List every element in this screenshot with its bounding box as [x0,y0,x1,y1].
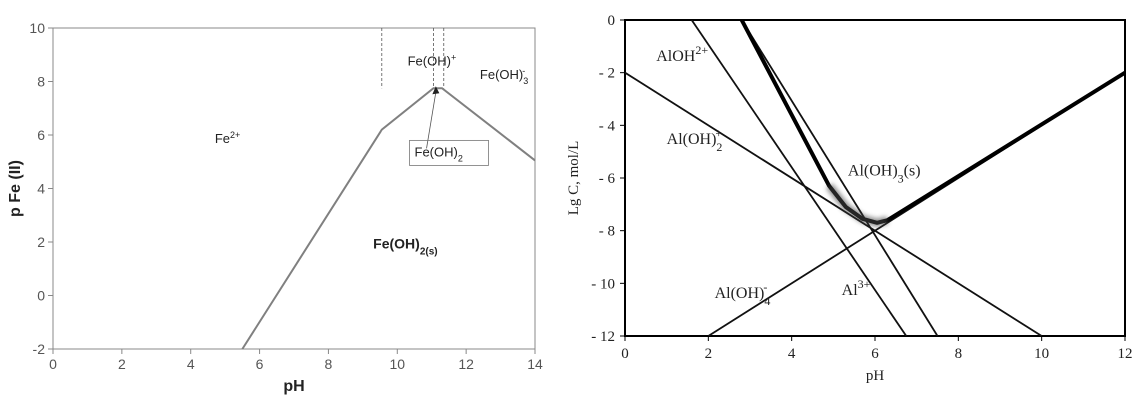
right-curve-halo [826,183,889,227]
left-x-axis-title: pH [283,378,304,395]
right-chart-al-diagram: 0 2 4 6 8 10 12 0 - 2 - 4 - 6 - 8 - 10 - 12 pH Lg C, mo… [566,13,1133,384]
right-species-label: Al(OH)4- [715,280,771,308]
left-arrow-head [432,86,440,95]
left-x-tick-label: 8 [325,356,333,372]
right-x-tick-label: 2 [705,346,713,362]
right-y-tick-label: - 10 [591,276,615,292]
right-species-line [740,20,939,336]
left-region-label: Fe2+ [215,130,240,146]
left-region-label: Fe(OH)+ [408,52,457,68]
right-solubility-curve [739,20,1125,225]
right-species-label: Al3+ [842,277,871,299]
right-y-tick-label: - 2 [599,66,615,82]
right-y-tick-label: - 8 [599,224,615,240]
left-plot-frame [52,27,536,350]
right-x-tick-label: 6 [871,346,879,362]
right-x-tick-label: 8 [955,346,963,362]
right-species-label: Al(OH)3(s) [848,162,921,185]
right-y-axis-title: Lg C, mol/L [566,141,582,216]
left-x-tick-label: 12 [458,356,474,372]
left-x-tick-label: 10 [389,356,405,372]
left-y-axis-title: p Fe (II) [7,160,24,217]
left-x-tick-label: 2 [118,356,126,372]
right-x-tick-label: 4 [788,346,796,362]
right-species-label: Al(OH)2+ [667,126,723,154]
left-label-box [409,139,489,166]
left-y-tick-label: 6 [37,127,45,143]
right-species-line [625,71,1043,336]
right-x-axis-title: pH [866,368,885,384]
left-boundary-line [241,87,536,350]
right-y-tick-label: - 6 [599,171,616,187]
left-x-tick-label: 0 [49,356,57,372]
left-region-label: Fe(OH)2(s) [373,236,437,258]
right-y-tick-label: - 4 [599,118,616,134]
left-y-tick-label: 8 [37,74,45,90]
left-y-tick-label: 0 [37,288,45,304]
right-y-tick-label: - 12 [591,329,615,345]
right-species-line [690,20,907,336]
left-arrow-line [426,92,437,149]
right-y-tick-label: 0 [608,13,616,29]
left-y-tick-label: -2 [33,341,46,357]
left-y-tick-label: 2 [37,234,45,250]
right-series-group [625,20,1125,336]
left-x-tick-label: 4 [187,356,195,372]
left-region-label: Fe(OH)3- [480,66,528,86]
right-x-tick-label: 10 [1034,346,1049,362]
left-region-label: Fe(OH)2 [415,144,463,163]
left-y-tick-label: 10 [29,20,45,36]
left-y-tick-label: 4 [37,181,45,197]
left-x-tick-label: 6 [256,356,264,372]
left-x-tick-label: 14 [527,356,543,372]
right-x-tick-label: 12 [1118,346,1133,362]
right-x-tick-label: 0 [621,346,629,362]
right-species-label: AlOH2+ [656,43,708,65]
